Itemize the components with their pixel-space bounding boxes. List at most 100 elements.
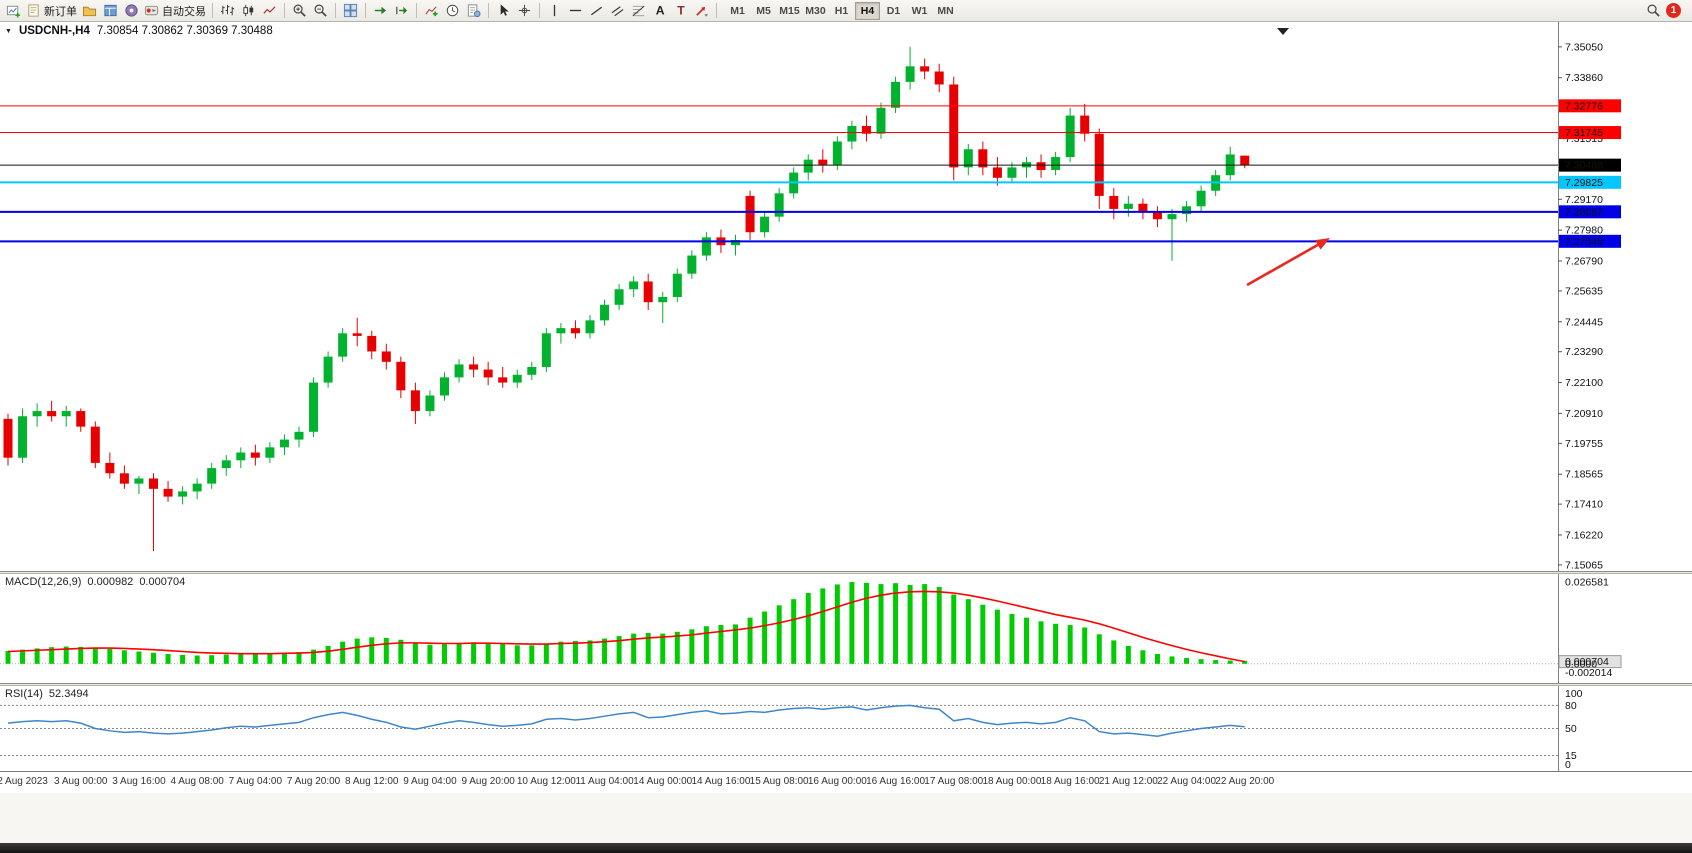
candle-body bbox=[643, 281, 653, 303]
symbol-dropdown-icon[interactable]: ▼ bbox=[5, 27, 12, 35]
zoom-in-button[interactable] bbox=[289, 1, 310, 21]
price-panel: 7.350507.338607.315157.291707.279807.267… bbox=[0, 22, 1692, 571]
timeframe-m15-button[interactable]: M15 bbox=[777, 2, 802, 20]
chart-ohlc-values: 7.30854 7.30862 7.30369 7.30488 bbox=[96, 25, 273, 37]
tile-windows-button[interactable] bbox=[340, 1, 361, 21]
time-label: 8 Aug 12:00 bbox=[345, 776, 399, 787]
indicators-button[interactable] bbox=[421, 1, 442, 21]
macd-histogram-bar bbox=[107, 649, 113, 664]
macd-histogram-bar bbox=[1184, 657, 1190, 664]
zoom-out-icon bbox=[314, 4, 327, 17]
candle-body bbox=[367, 335, 377, 352]
macd-histogram-bar bbox=[1198, 659, 1204, 664]
candles-series bbox=[3, 46, 1250, 552]
candle-body bbox=[818, 159, 828, 165]
candle-body bbox=[614, 289, 624, 305]
crosshair-button[interactable] bbox=[514, 1, 535, 21]
panel-splitter[interactable] bbox=[0, 683, 1692, 686]
macd-histogram-bar bbox=[907, 585, 913, 664]
macd-histogram-bar bbox=[602, 638, 608, 664]
candle-body bbox=[949, 84, 959, 168]
zoom-out-button[interactable] bbox=[310, 1, 331, 21]
indicators-icon bbox=[425, 6, 438, 17]
macd-histogram-bar bbox=[776, 605, 782, 664]
new-chart-icon bbox=[6, 5, 21, 18]
macd-histogram-bar bbox=[878, 584, 884, 664]
bar-chart-mode-button[interactable] bbox=[217, 1, 238, 21]
timeframe-mn-button[interactable]: MN bbox=[933, 2, 958, 20]
candle-body bbox=[585, 320, 595, 334]
cursor-button[interactable] bbox=[493, 1, 514, 21]
price-tick-label: 7.18565 bbox=[1565, 469, 1603, 481]
periods-button[interactable] bbox=[442, 1, 463, 21]
macd-histogram-bar bbox=[747, 617, 753, 664]
channel-tool-button[interactable] bbox=[607, 1, 628, 21]
time-label: 3 Aug 16:00 bbox=[112, 776, 166, 787]
timeframe-w1-button[interactable]: W1 bbox=[907, 2, 932, 20]
vertical-line-tool-button[interactable] bbox=[544, 1, 565, 21]
timeframe-d1-button[interactable]: D1 bbox=[881, 2, 906, 20]
market-watch-button[interactable] bbox=[100, 1, 121, 21]
candle-body bbox=[1036, 162, 1046, 171]
text-tool-button[interactable]: A bbox=[649, 1, 670, 21]
fibonacci-tool-button[interactable] bbox=[628, 1, 649, 21]
equidistant-channel-icon bbox=[611, 6, 624, 17]
timeframe-m1-button[interactable]: M1 bbox=[725, 2, 750, 20]
candle-body bbox=[90, 426, 100, 463]
horizontal-line-tool-button[interactable] bbox=[565, 1, 586, 21]
new-chart-button[interactable] bbox=[3, 1, 24, 21]
chart-shift-marker[interactable] bbox=[1277, 28, 1289, 35]
timeframe-m30-button[interactable]: M30 bbox=[803, 2, 828, 20]
time-label: 18 Aug 16:00 bbox=[1040, 776, 1100, 787]
arrow-annotation-line[interactable] bbox=[1246, 243, 1319, 287]
macd-histogram-bar bbox=[92, 647, 98, 664]
label-tool-button[interactable]: T bbox=[670, 1, 691, 21]
macd-label: MACD(12,26,9) bbox=[5, 576, 82, 588]
profiles-button[interactable] bbox=[79, 1, 100, 21]
macd-histogram-bar bbox=[1169, 656, 1175, 664]
auto-scroll-button[interactable] bbox=[370, 1, 391, 21]
macd-histogram-bar bbox=[718, 625, 724, 664]
macd-histogram-bar bbox=[1009, 613, 1015, 664]
search-icon bbox=[1647, 4, 1660, 17]
navigator-button[interactable] bbox=[121, 1, 142, 21]
time-axis[interactable]: 2 Aug 2023 3 Aug 00:00 3 Aug 16:00 4 Aug 08… bbox=[0, 771, 1692, 793]
arrows-tool-button[interactable] bbox=[691, 1, 712, 21]
macd-histogram-bar bbox=[296, 652, 302, 664]
price-chart[interactable]: 7.350507.338607.315157.291707.279807.267… bbox=[0, 22, 1692, 571]
panel-splitter[interactable] bbox=[0, 571, 1692, 574]
macd-histogram-bar bbox=[703, 626, 709, 664]
chart-shift-button[interactable] bbox=[391, 1, 412, 21]
toolbar-separator bbox=[539, 3, 540, 18]
price-tick-label: 7.35050 bbox=[1565, 41, 1603, 53]
candle-body bbox=[687, 255, 697, 274]
chart-shift-icon bbox=[396, 6, 408, 15]
price-badge-label: 7.32776 bbox=[1565, 100, 1603, 112]
candlestick-mode-button[interactable] bbox=[238, 1, 259, 21]
trendline-tool-button[interactable] bbox=[586, 1, 607, 21]
line-chart-mode-button[interactable] bbox=[259, 1, 280, 21]
time-label: 7 Aug 20:00 bbox=[286, 776, 341, 787]
candle-body bbox=[745, 195, 755, 233]
candle-body bbox=[1109, 195, 1119, 209]
candle-body bbox=[992, 167, 1002, 178]
timeframe-h4-button[interactable]: H4 bbox=[855, 1, 880, 20]
candle-body bbox=[1182, 206, 1192, 215]
arrow-annotation-head[interactable] bbox=[1315, 238, 1330, 250]
timeframe-m5-button[interactable]: M5 bbox=[751, 2, 776, 20]
timeframe-h1-button[interactable]: H1 bbox=[829, 2, 854, 20]
macd-histogram-bar bbox=[485, 642, 491, 664]
navigator-icon bbox=[125, 4, 138, 17]
taskbar-strip bbox=[0, 843, 1692, 853]
chart-window: 7.350507.338607.315157.291707.279807.267… bbox=[0, 22, 1692, 843]
price-tick-label: 7.20910 bbox=[1565, 408, 1603, 420]
search-button[interactable] bbox=[1643, 1, 1664, 21]
templates-button[interactable] bbox=[463, 1, 484, 21]
candle-body bbox=[352, 333, 362, 336]
macd-main-value: 0.000982 bbox=[87, 576, 134, 588]
auto-trading-button[interactable]: 自动交易 bbox=[142, 1, 208, 21]
new-order-button[interactable]: 新订单 bbox=[24, 1, 79, 21]
candle-body bbox=[265, 447, 275, 458]
notification-badge[interactable]: 1 bbox=[1666, 3, 1681, 18]
price-tick-label: 7.25635 bbox=[1565, 285, 1603, 297]
